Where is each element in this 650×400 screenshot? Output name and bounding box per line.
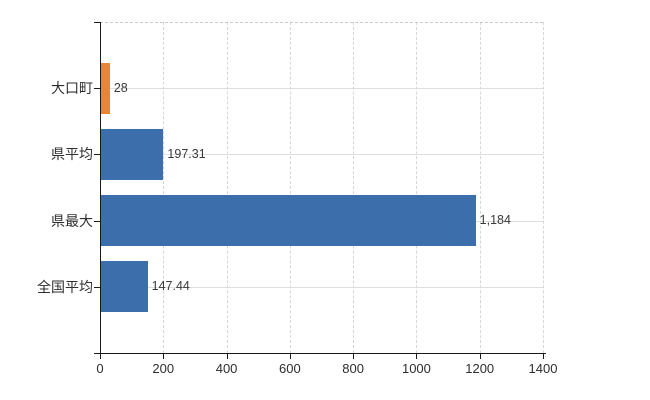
y-axis-tick bbox=[94, 286, 100, 288]
x-tick-label: 600 bbox=[278, 361, 301, 376]
gridline-vertical bbox=[353, 22, 355, 353]
x-tick-label: 1400 bbox=[528, 361, 558, 376]
x-axis-tick bbox=[353, 353, 355, 359]
y-axis-tick bbox=[94, 154, 100, 156]
y-category-label: 大口町 bbox=[51, 80, 93, 97]
bar-value-label: 147.44 bbox=[151, 279, 190, 294]
bar-0 bbox=[101, 62, 110, 114]
gridline-vertical bbox=[416, 22, 418, 353]
y-category-label: 全国平均 bbox=[37, 278, 93, 295]
bar-value-label: 28 bbox=[113, 80, 128, 95]
bar-1 bbox=[101, 128, 164, 180]
gridline-horizontal bbox=[100, 88, 543, 90]
x-axis-tick bbox=[100, 353, 101, 359]
y-category-label: 県平均 bbox=[51, 146, 93, 163]
gridline-vertical bbox=[226, 22, 228, 353]
y-axis-tick bbox=[94, 220, 100, 222]
gridline-vertical bbox=[543, 22, 544, 353]
gridline-horizontal bbox=[100, 154, 543, 156]
x-tick-label: 1000 bbox=[401, 361, 431, 376]
x-axis-tick bbox=[416, 353, 418, 359]
y-axis-tick bbox=[94, 22, 100, 23]
y-category-label: 県最大 bbox=[51, 212, 93, 229]
gridline-vertical bbox=[163, 22, 165, 353]
x-tick-label: 200 bbox=[152, 361, 175, 376]
x-axis-line bbox=[100, 353, 546, 354]
y-axis-tick bbox=[94, 353, 100, 354]
x-axis-tick bbox=[479, 353, 481, 359]
y-axis-tick bbox=[94, 88, 100, 90]
x-tick-label: 400 bbox=[215, 361, 238, 376]
gridline-horizontal bbox=[100, 286, 543, 288]
x-tick-label: 0 bbox=[96, 361, 104, 376]
plot-top-border bbox=[100, 22, 543, 23]
bar-value-label: 1,184 bbox=[479, 213, 511, 228]
bar-value-label: 197.31 bbox=[167, 146, 206, 161]
x-axis-tick bbox=[163, 353, 165, 359]
gridline-vertical bbox=[479, 22, 481, 353]
bar-3 bbox=[101, 261, 148, 313]
x-tick-label: 800 bbox=[342, 361, 364, 376]
x-axis-tick bbox=[289, 353, 291, 359]
gridline-vertical bbox=[289, 22, 291, 353]
x-tick-label: 1200 bbox=[465, 361, 495, 376]
x-axis-tick bbox=[543, 353, 544, 359]
bar-2 bbox=[101, 195, 476, 247]
y-axis-line bbox=[100, 22, 101, 353]
x-axis-tick bbox=[226, 353, 228, 359]
